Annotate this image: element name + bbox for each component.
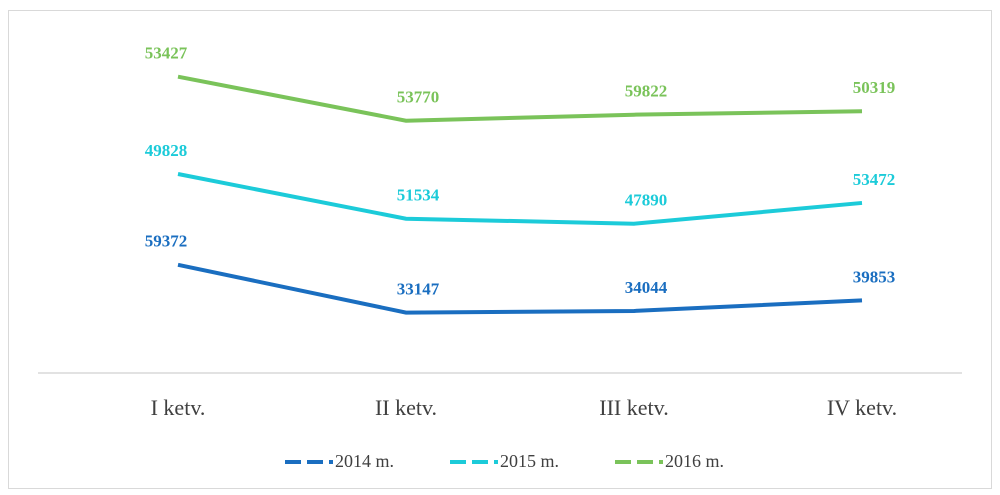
data-label: 59822 <box>625 82 668 101</box>
data-label: 33147 <box>397 280 440 299</box>
data-label: 59372 <box>145 232 188 251</box>
data-label: 47890 <box>625 191 668 210</box>
x-tick-label: II ketv. <box>375 395 437 420</box>
data-label: 50319 <box>853 78 896 97</box>
series-line <box>177 262 863 315</box>
data-label: 51534 <box>397 186 440 205</box>
x-tick-label: I ketv. <box>151 395 206 420</box>
legend-label: 2015 m. <box>500 451 559 471</box>
chart-frame <box>8 10 992 489</box>
data-label: 39853 <box>853 267 896 286</box>
data-label: 53770 <box>397 88 440 107</box>
data-label: 49828 <box>145 141 188 160</box>
legend-label: 2014 m. <box>335 451 394 471</box>
data-label: 53427 <box>145 44 188 63</box>
series-line <box>177 74 863 123</box>
legend-label: 2016 m. <box>665 451 724 471</box>
data-label: 53472 <box>853 170 896 189</box>
x-tick-label: IV ketv. <box>827 395 897 420</box>
x-tick-label: III ketv. <box>599 395 668 420</box>
series-line <box>177 172 863 226</box>
data-label: 34044 <box>625 278 668 297</box>
